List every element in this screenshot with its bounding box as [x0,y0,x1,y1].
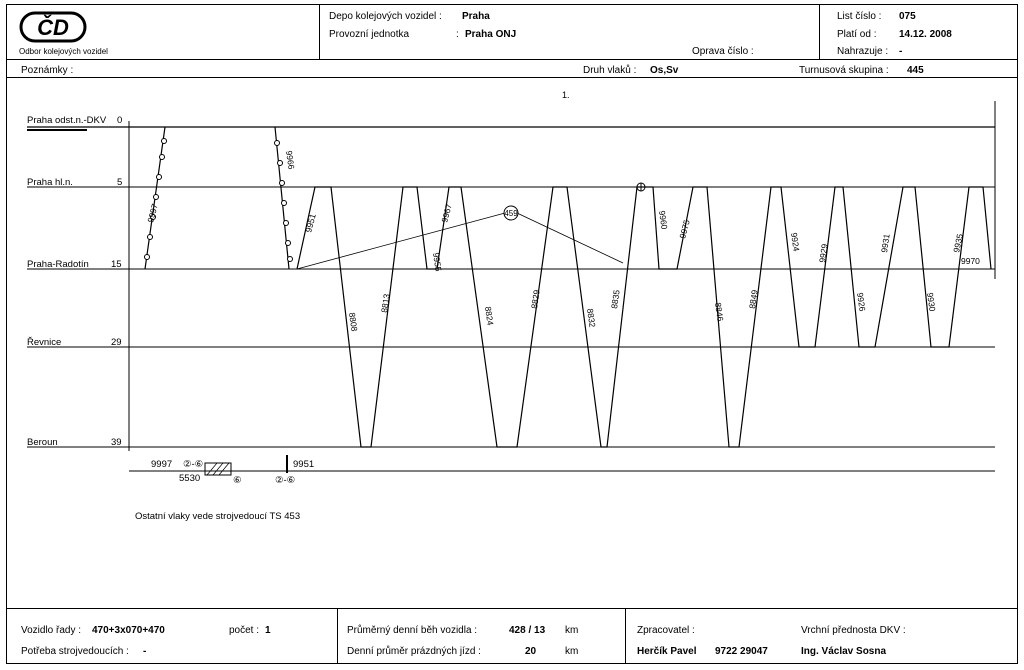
train-number-8846: 8846 [713,302,726,322]
train-number-8832: 8832 [585,308,598,328]
train-number-9926: 9926 [855,292,868,312]
train-number-9975: 9975 [677,218,692,239]
document-page: ČD Odbor kolejových vozidel Depo kolejov… [6,4,1018,664]
group-label: Turnusová skupina : [799,65,889,76]
footer-top-rule [7,608,1017,609]
footer-divider-2 [625,608,626,664]
train-number-9931: 9931 [879,233,892,253]
train-number-9930: 9930 [925,292,938,312]
unit-label: Provozní jednotka [329,29,410,40]
bottom-block: 9997 ②-⑥ 5530 ⑥ 9951 ②-⑥ [151,455,314,486]
drivers-label: Potřeba strojvedoucích : [21,646,129,657]
train-path-9966 [274,126,290,270]
train-path-main [296,186,992,448]
header-divider-1 [319,5,320,59]
train-number-9951: 9951 [303,212,318,233]
train-number-9929: 9929 [817,243,830,263]
replaces-label: Nahrazuje : [837,46,889,57]
station-name-4: Beroun [27,437,58,448]
notes-label: Poznámky : [21,65,74,76]
train-number-9967: 9967 [439,202,454,223]
header-divider-2 [819,5,820,59]
processor-name: Herčík Pavel [637,646,697,657]
vehicle-label: Vozidlo řady : [21,625,82,636]
hatched-block [204,462,232,476]
train-number-8835: 8835 [609,289,622,309]
bottom-train-2: 5530 [179,473,200,484]
train-number-8824: 8824 [483,306,496,326]
group-value: 445 [907,65,924,76]
train-number-8813: 8813 [379,293,392,313]
count-label: počet : [229,625,260,636]
logo-text: ČD [37,15,69,40]
replaces-value: - [899,46,903,57]
day-label: 1. [562,90,570,100]
train-number-9970: 9970 [961,256,980,266]
train-number-9997: 9997 [145,202,160,223]
avg-run-label: Průměrný denní běh vozidla : [347,625,478,636]
info-bottom-rule [7,77,1017,78]
unit-colon: : [456,29,459,40]
station-name-0: Praha odst.n.-DKV [27,115,107,126]
station-lines [27,101,996,472]
station-km-2: 15 [111,259,122,270]
sheet-value: 075 [899,11,916,22]
processor-phone: 9722 29047 [715,646,768,657]
valid-label: Platí od : [837,29,877,40]
circulation-diagram: 1. Praha odst.n.-DKV 0 Praha hl.n. 5 Pra… [27,90,996,522]
header-bottom-rule [7,59,1017,60]
train-number-8849: 8849 [747,289,760,309]
diagram-note: Ostatní vlaky vede strojvedoucí TS 453 [135,511,300,522]
crew-change-marker: 459 [503,182,646,221]
train-number-9960: 9960 [657,210,670,230]
train-number-9955: 9955 [431,252,444,272]
depo-value: Praha [462,11,490,22]
station-name-2: Praha-Radotín [27,259,89,270]
station-km-0: 0 [117,115,122,126]
empty-run-label: Denní průměr prázdných jízd : [347,646,481,657]
train-number-8808: 8808 [347,312,360,332]
train-number-9966: 9966 [284,150,297,170]
train-number-9935: 9935 [951,233,965,254]
train-paths [144,126,992,448]
chief-label: Vrchní přednosta DKV : [801,625,906,636]
bottom-train-1: 9997 [151,459,172,470]
empty-run-value: 20 [525,646,537,657]
footer-divider-1 [337,608,338,664]
processor-label: Zpracovatel : [637,625,695,636]
avg-run-unit: km [565,625,579,636]
valid-value: 14.12. 2008 [899,29,952,40]
station-km-1: 5 [117,177,122,188]
train-number-8829: 8829 [529,289,542,309]
bottom-mark-1: ②-⑥ [183,459,204,470]
bottom-train-3: 9951 [293,459,314,470]
cd-logo: ČD [19,11,129,51]
station-km-3: 29 [111,337,122,348]
chief-name: Ing. Václav Sosna [801,646,887,657]
bottom-mark-3: ②-⑥ [275,475,296,486]
train-number-labels: 9997 9966 9951 8808 8813 9955 9967 8824 … [145,150,980,332]
train-kinds-label: Druh vlaků : [583,65,637,76]
repair-label: Oprava číslo : [692,46,754,57]
bottom-mark-2: ⑥ [233,475,242,486]
empty-run-unit: km [565,646,579,657]
train-kinds-value: Os,Sv [650,65,679,76]
vehicle-value: 470+3x070+470 [92,625,165,636]
crew-change-label: 459 [504,209,518,218]
unit-value: Praha ONJ [465,29,517,40]
empty-run-markers [144,138,293,262]
org-label: Odbor kolejových vozidel [19,47,108,56]
depo-label: Depo kolejových vozidel : [329,11,442,22]
station-name-1: Praha hl.n. [27,177,73,188]
drivers-value: - [143,646,147,657]
station-km-4: 39 [111,437,122,448]
cd-logo-icon: ČD [19,11,87,43]
station-name-3: Řevnice [27,337,61,348]
sheet-label: List číslo : [837,11,882,22]
train-number-9924: 9924 [789,232,802,252]
count-value: 1 [265,625,271,636]
avg-run-value: 428 / 13 [509,625,546,636]
